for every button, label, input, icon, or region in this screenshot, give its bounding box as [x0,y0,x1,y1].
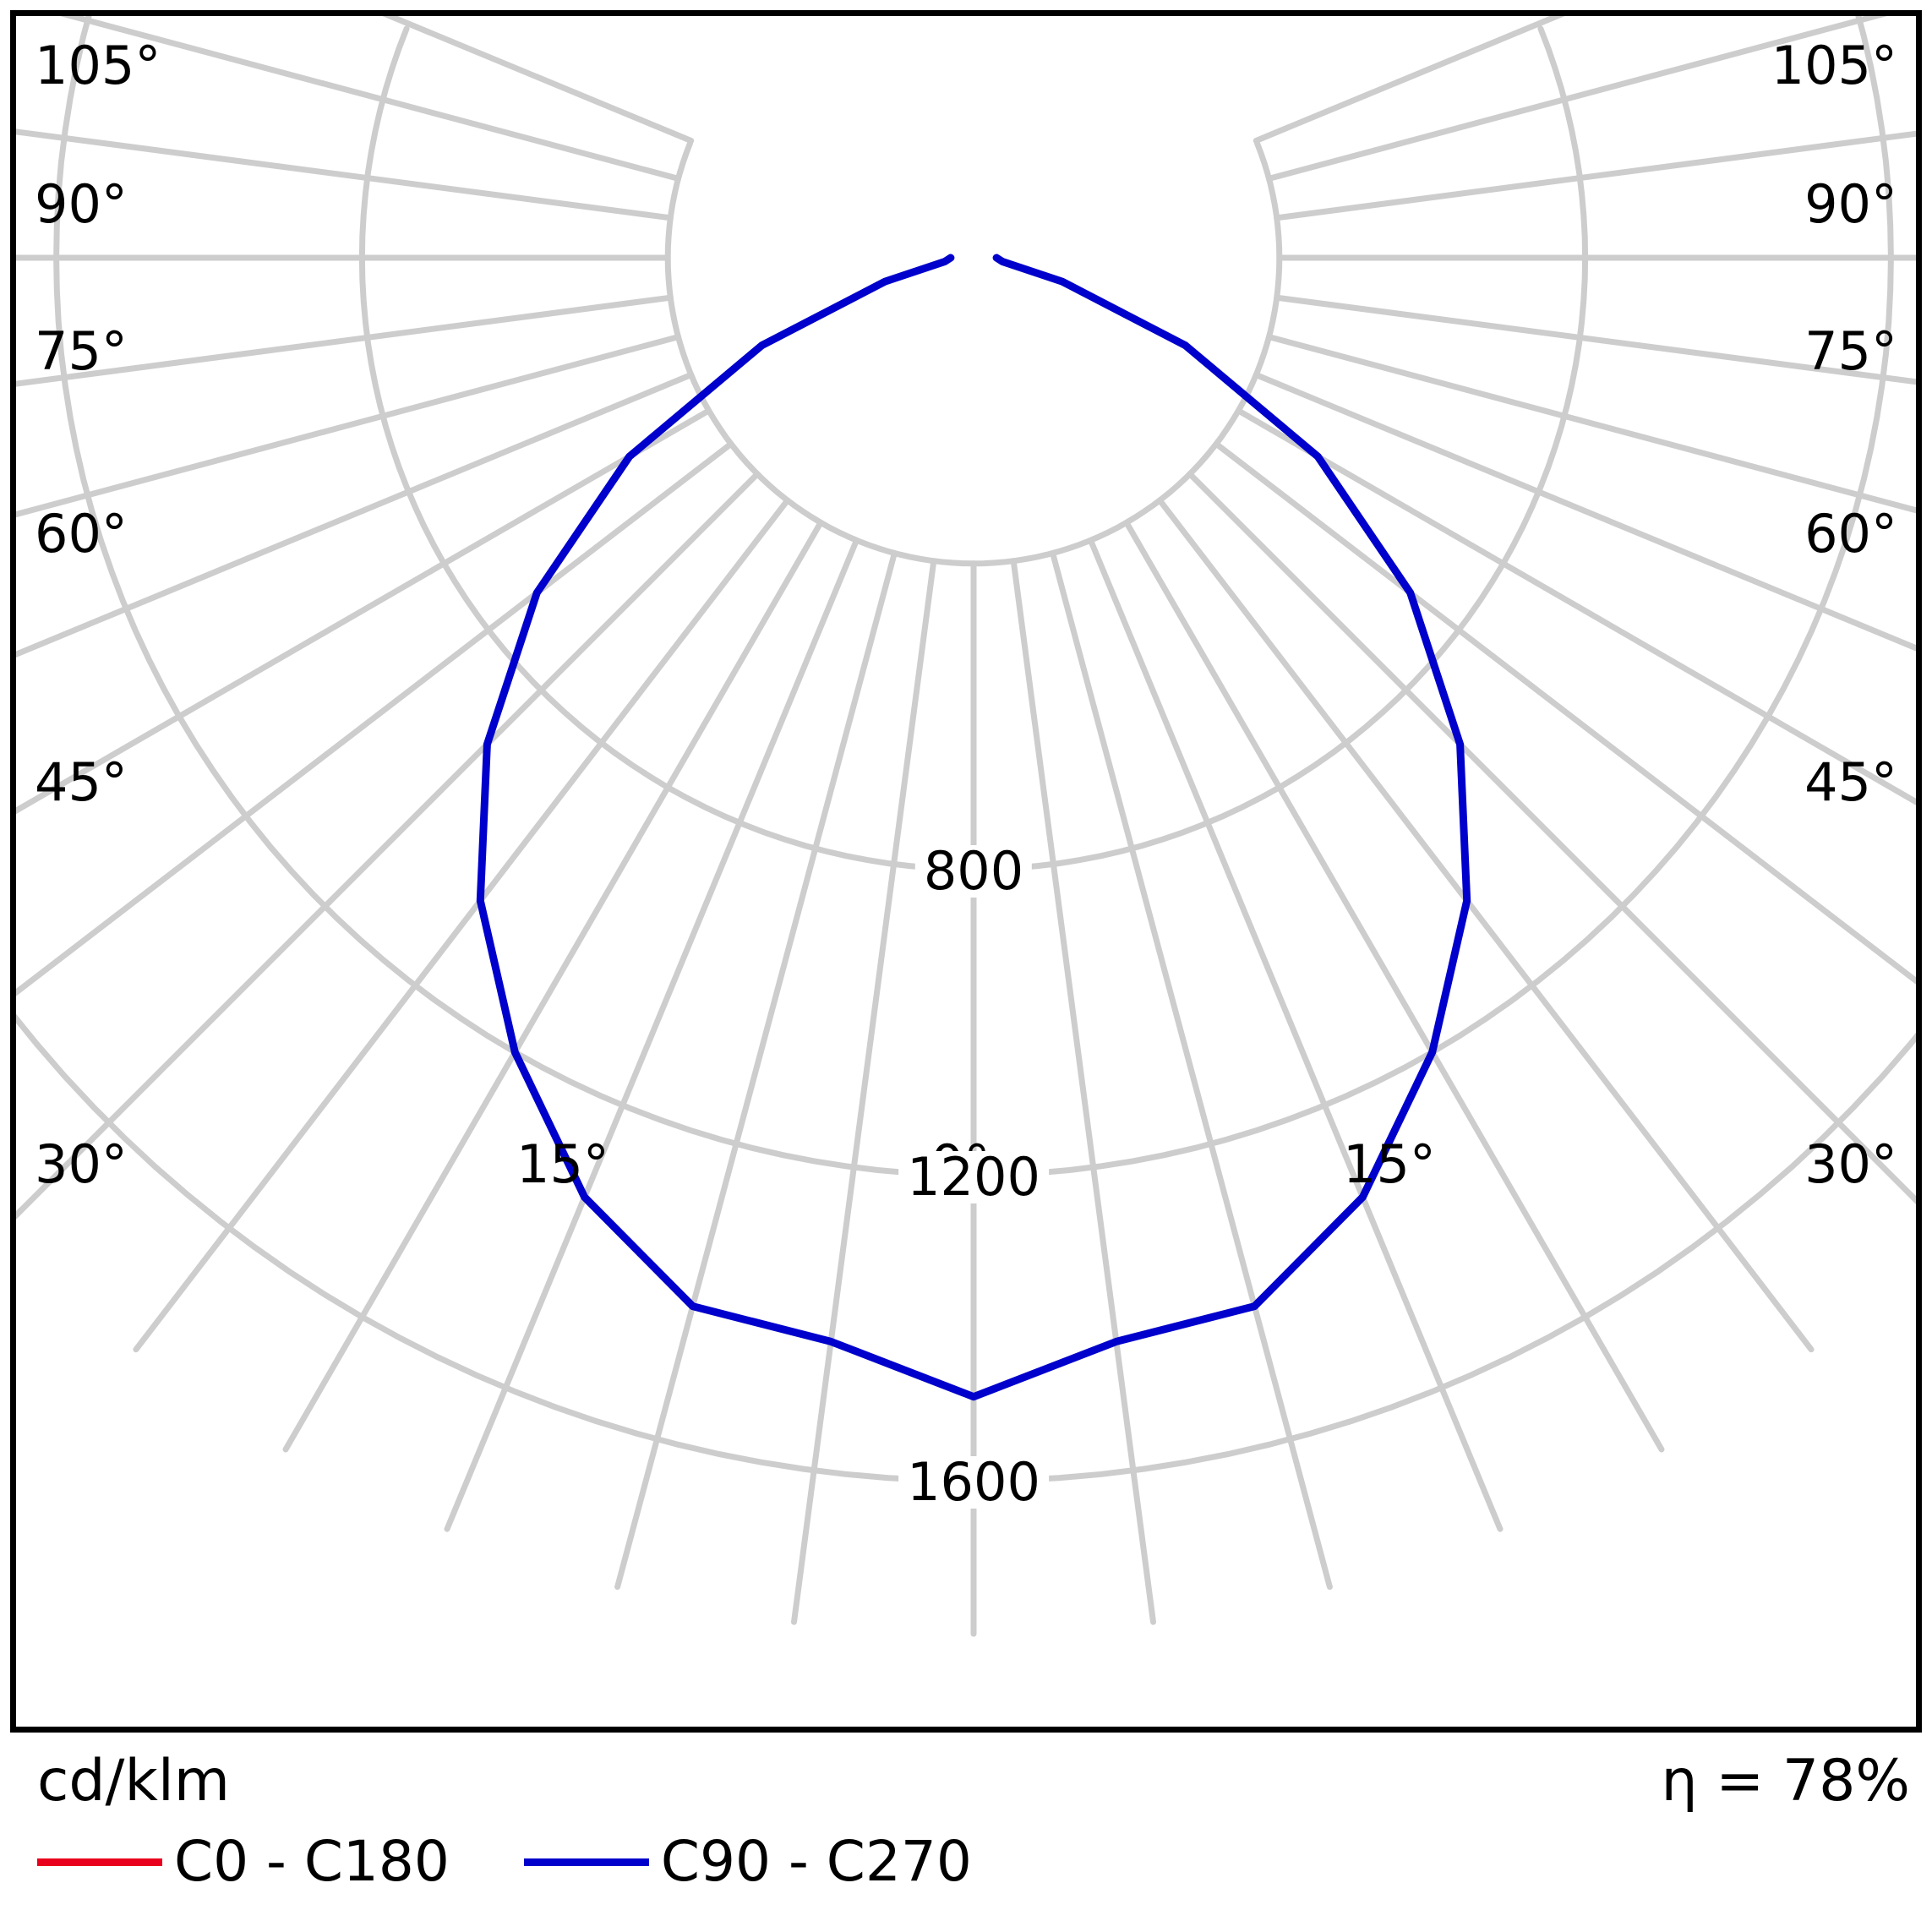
polar-spoke-37.5 [1156,497,1815,1353]
curve-c90-c270 [476,254,1471,1401]
polar-spoke-22.5 [1088,537,1504,1532]
polar-spoke--82.5 [16,294,674,387]
legend-entries: C0 - C180 C90 - C270 [37,1834,972,1890]
legend-label-c90-c270: C90 - C270 [660,1829,972,1894]
polar-spoke-67.5 [1253,372,1916,652]
angle-label-left-90: 90° [35,173,128,235]
polar-spoke--52.5 [16,440,734,996]
legend-item-c0-c180[interactable]: C0 - C180 [37,1834,450,1890]
angle-label-left-60: 60° [35,503,128,565]
polar-spoke-75.0 [1266,334,1916,514]
polar-spoke-112.5 [1253,16,1565,144]
radial-label-800: 800 [914,845,1033,898]
polar-spoke--60.0 [16,407,712,815]
angle-label-bottom-15-left: 15° [516,1133,609,1195]
polar-spoke-97.5 [1274,130,1916,221]
angle-label-right-90: 90° [1804,173,1897,235]
angle-label-left-30: 30° [35,1133,128,1195]
polar-spoke-30.0 [1123,519,1665,1453]
polar-spoke-52.5 [1213,440,1916,985]
legend-item-c90-c270[interactable]: C90 - C270 [523,1829,972,1894]
polar-spoke--112.5 [382,16,695,144]
polar-spoke--105.0 [60,16,681,182]
angle-label-left-45: 45° [35,751,128,813]
angle-label-right-45: 45° [1804,751,1897,813]
legend-swatch-c0-c180 [37,1858,162,1866]
angle-label-right-75: 75° [1804,320,1897,382]
radial-label-1600: 1600 [898,1456,1049,1509]
unit-label: cd/klm [37,1748,230,1815]
chart-legend: cd/klm η = 78% C0 - C180 C90 - C270 [10,1741,1922,1922]
polar-spoke-15.0 [1050,550,1333,1591]
polar-spoke--22.5 [444,537,860,1532]
legend-swatch-c90-c270 [523,1858,649,1866]
angle-label-right-105: 105° [1771,35,1897,96]
angle-label-left-75: 75° [35,320,128,382]
polar-spoke--67.5 [16,372,695,658]
polar-gridlines [16,16,1916,1637]
polar-spoke--97.5 [16,128,674,221]
polar-ring-1600 [16,1013,1916,1484]
radial-label-1200: 1200 [898,1151,1049,1203]
angle-label-left-105: 105° [35,35,161,96]
polar-spoke--37.5 [133,497,791,1353]
polar-spoke--15.0 [614,550,898,1591]
polar-spoke-7.5 [1010,558,1156,1625]
polar-spoke-45.0 [1187,471,1916,1204]
polar-spoke--7.5 [791,558,937,1625]
polar-spoke--30.0 [282,519,824,1453]
polar-spoke--75.0 [16,334,681,518]
polar-spoke-82.5 [1274,294,1916,385]
polar-grid-and-curves [16,16,1916,1637]
efficiency-label: η = 78% [1661,1748,1910,1815]
polar-spoke-60.0 [1235,407,1916,805]
distribution-curves [476,254,1471,1401]
angle-label-right-60: 60° [1804,503,1897,565]
angle-label-right-30: 30° [1804,1133,1897,1195]
polar-plot-area: 105° 90° 75° 60° 45° 30° 105° 90° 75° 60… [10,10,1922,1733]
angle-label-bottom-15-right: 15° [1343,1133,1436,1195]
legend-label-c0-c180: C0 - C180 [174,1829,450,1894]
polar-ring-400 [664,140,1283,567]
polar-spoke--45.0 [16,471,761,1220]
polar-spoke-105.0 [1266,16,1887,182]
